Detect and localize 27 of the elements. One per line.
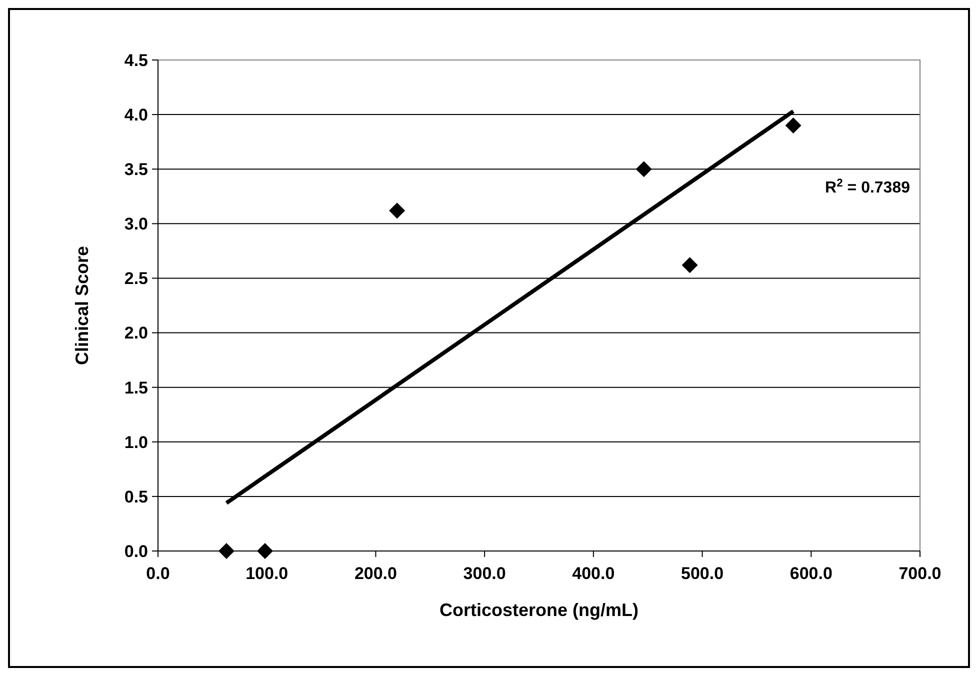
x-tick-label: 700.0 xyxy=(898,564,942,583)
point xyxy=(636,161,652,178)
annotation: R$^{2}$ = 0.7389 xyxy=(825,178,910,197)
x-tick-label: 100.0 xyxy=(246,564,288,583)
point xyxy=(218,543,234,559)
y-tick-label: 2.5 xyxy=(124,269,148,288)
x-tick-label: 300.0 xyxy=(463,564,506,583)
x-tick-label: 400.0 xyxy=(572,564,615,583)
x-tick-label: 600.0 xyxy=(790,564,832,583)
y-tick-label: 3.0 xyxy=(124,214,148,234)
y-tick-label: 4.5 xyxy=(124,50,148,70)
point xyxy=(389,202,406,219)
x-tick-label: 0.0 xyxy=(146,564,170,583)
y-tick-label: 2.0 xyxy=(124,324,148,343)
x-tick-label: 200.0 xyxy=(354,564,397,583)
x-tick-label: 500.0 xyxy=(681,564,724,583)
y-tick-label: 4.0 xyxy=(124,106,148,125)
y-tick-label: 1.0 xyxy=(124,432,148,452)
y-tick-label: 0.0 xyxy=(124,542,148,561)
y-tick-label: 1.5 xyxy=(124,378,148,398)
point xyxy=(682,257,698,274)
y-tick-label: 0.5 xyxy=(124,487,148,506)
point xyxy=(785,117,802,134)
x-axis-title: Corticosterone (ng/mL) xyxy=(439,600,639,620)
y-tick-label: 3.5 xyxy=(124,160,148,180)
y-axis-title: Clinical Score xyxy=(72,246,92,366)
point xyxy=(257,543,274,559)
